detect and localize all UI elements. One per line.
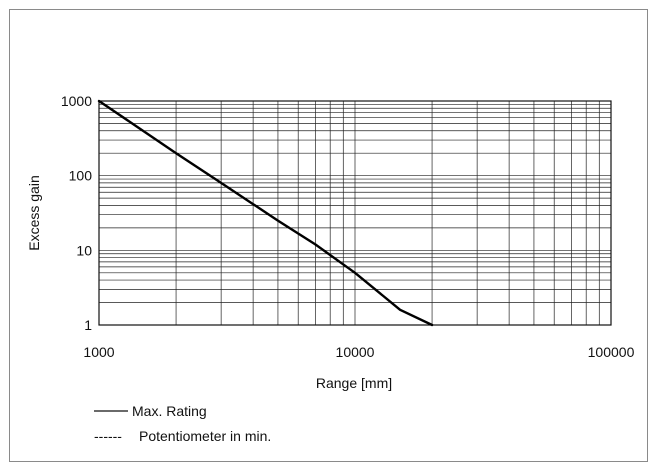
- y-tick-label: 100: [69, 168, 93, 184]
- x-tick-label: 10000: [336, 344, 375, 360]
- legend-dashed-swatch: ------: [94, 428, 122, 444]
- legend-label-max-rating: Max. Rating: [132, 403, 207, 419]
- y-tick-label: 1000: [61, 93, 92, 109]
- x-tick-label: 100000: [588, 344, 635, 360]
- chart-frame: [9, 9, 648, 462]
- series-line-max-rating: [97, 99, 434, 327]
- y-axis-title: Excess gain: [26, 175, 42, 250]
- grid: [98, 101, 611, 326]
- plot-area: [98, 100, 612, 326]
- legend: Max. Rating ------ Potentiometer in min.: [94, 403, 271, 444]
- x-tick-labels: 1000 10000 100000: [83, 344, 634, 360]
- y-tick-labels: 1 10 100 1000: [61, 93, 92, 333]
- series-layer: [97, 99, 434, 327]
- x-axis-title: Range [mm]: [316, 375, 392, 391]
- x-tick-label: 1000: [83, 344, 114, 360]
- y-tick-label: 10: [76, 242, 92, 258]
- y-tick-label: 1: [84, 317, 92, 333]
- legend-label-potentiometer: Potentiometer in min.: [139, 428, 271, 444]
